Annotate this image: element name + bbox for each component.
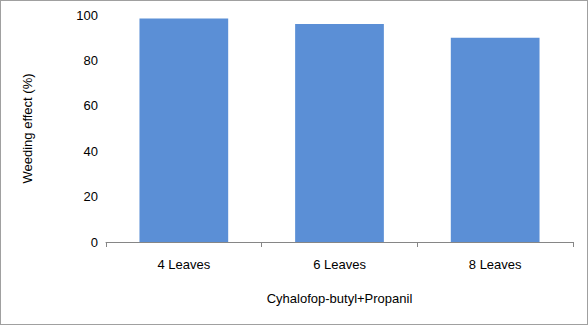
svg-text:6 Leaves: 6 Leaves [313, 257, 366, 272]
svg-text:60: 60 [84, 98, 98, 113]
svg-text:Weeding effect (%): Weeding effect (%) [20, 73, 35, 183]
svg-text:80: 80 [84, 53, 98, 68]
svg-text:20: 20 [84, 189, 98, 204]
svg-text:40: 40 [84, 144, 98, 159]
svg-text:8 Leaves: 8 Leaves [469, 257, 522, 272]
svg-text:0: 0 [91, 235, 98, 250]
svg-text:Cyhalofop-butyl+Propanil: Cyhalofop-butyl+Propanil [267, 291, 413, 306]
svg-text:4 Leaves: 4 Leaves [157, 257, 210, 272]
svg-text:100: 100 [76, 8, 98, 23]
